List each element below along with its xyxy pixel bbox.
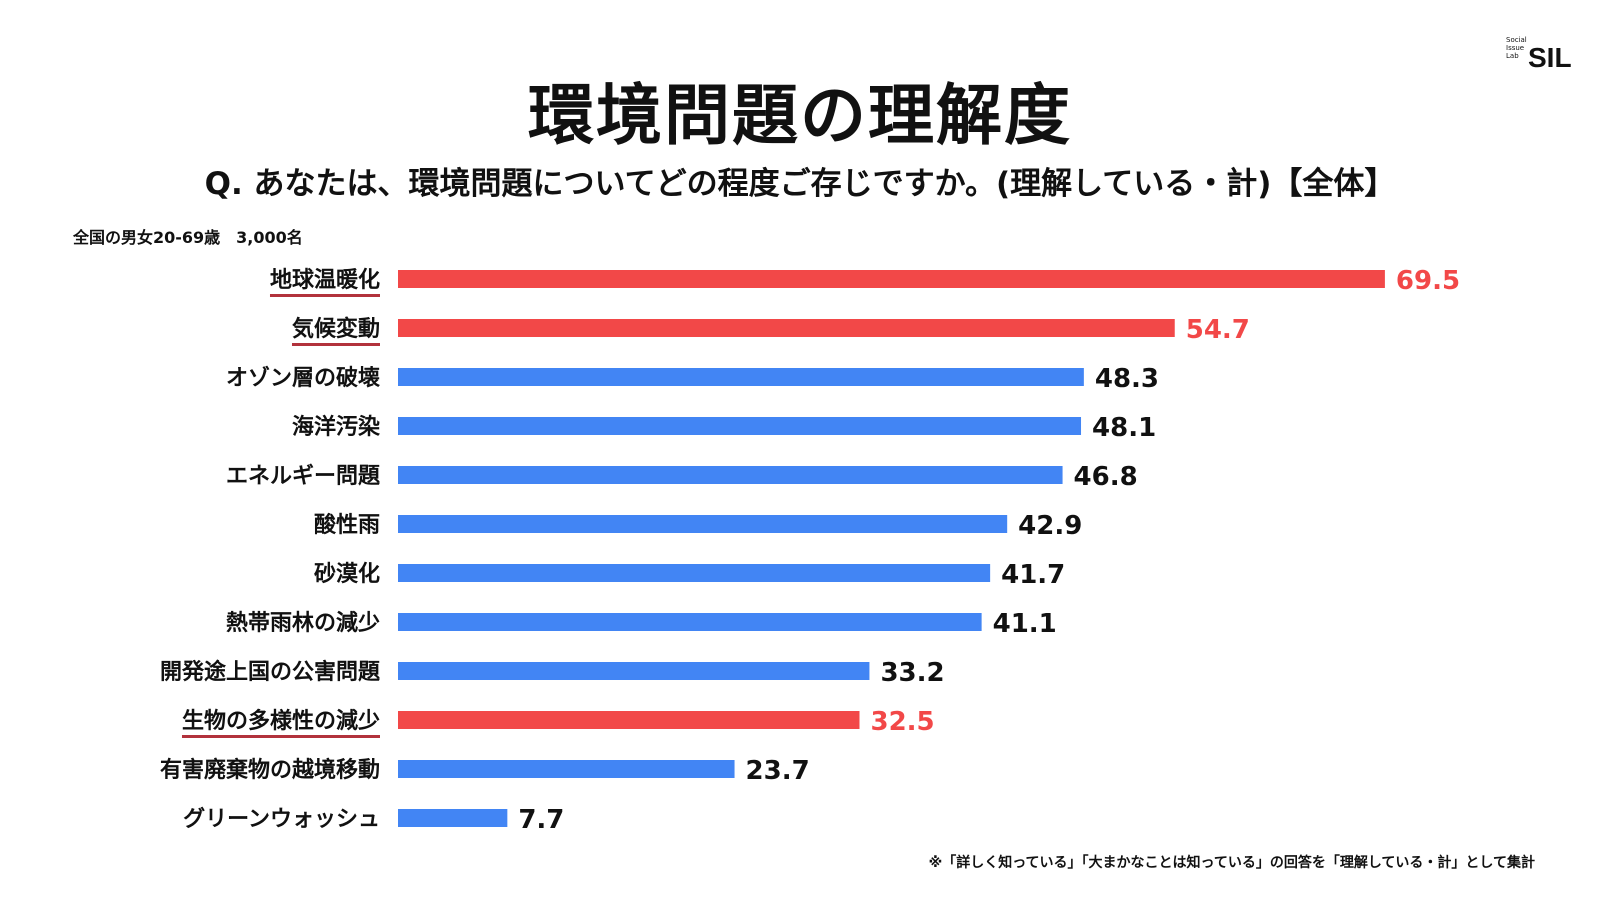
bar xyxy=(398,270,1385,288)
category-label: 開発途上国の公害問題 xyxy=(160,659,381,685)
highlight-underline xyxy=(181,735,380,738)
value-label: 32.5 xyxy=(871,707,935,737)
logo-line: Social xyxy=(1506,36,1527,44)
bar xyxy=(398,466,1063,484)
sample-note: 全国の男女20-69歳 3,000名 xyxy=(73,228,303,247)
bar xyxy=(398,564,991,582)
category-label: 海洋汚染 xyxy=(292,414,380,440)
bar xyxy=(398,711,860,729)
category-label: 地球温暖化 xyxy=(270,267,380,293)
category-label: 生物の多様性の減少 xyxy=(182,708,380,734)
category-label: 有害廃棄物の越境移動 xyxy=(160,757,380,783)
value-label: 69.5 xyxy=(1396,266,1460,296)
value-label: 41.1 xyxy=(993,609,1057,639)
category-label: 気候変動 xyxy=(292,316,380,342)
bar xyxy=(398,515,1008,533)
bar xyxy=(398,613,982,631)
highlight-underline xyxy=(291,343,380,346)
value-label: 46.8 xyxy=(1074,462,1138,492)
footnote: ※「詳しく知っている」「大まかなことは知っている」の回答を「理解している・計」と… xyxy=(928,855,1535,871)
category-label: グリーンウォッシュ xyxy=(183,806,380,832)
logo-line: Issue xyxy=(1506,44,1525,52)
value-label: 7.7 xyxy=(518,805,564,835)
bar xyxy=(398,319,1175,337)
sil-logo: Social Issue Lab SIL xyxy=(1506,36,1586,76)
category-label: 熱帯雨林の減少 xyxy=(226,610,380,636)
category-label: 砂漠化 xyxy=(314,561,380,587)
logo-line: Lab xyxy=(1506,52,1519,60)
bar xyxy=(398,760,735,778)
logo-small-text: Social Issue Lab xyxy=(1506,36,1532,60)
value-label: 23.7 xyxy=(746,756,810,786)
bar xyxy=(398,368,1084,386)
logo-wordmark: SIL xyxy=(1528,42,1572,73)
category-label: エネルギー問題 xyxy=(226,464,381,489)
question-text: Q. あなたは、環境問題についてどの程度ご存じですか。(理解している・計)【全体… xyxy=(204,166,1396,202)
bar xyxy=(398,809,508,827)
page-title: 環境問題の理解度 xyxy=(528,77,1072,154)
bar xyxy=(398,417,1082,435)
category-label: 酸性雨 xyxy=(314,513,380,538)
value-label: 48.1 xyxy=(1092,413,1156,443)
value-label: 41.7 xyxy=(1001,560,1065,590)
category-label: オゾン層の破壊 xyxy=(226,365,381,391)
value-label: 42.9 xyxy=(1018,511,1082,541)
value-label: 54.7 xyxy=(1186,315,1250,345)
value-label: 48.3 xyxy=(1095,364,1159,394)
highlight-underline xyxy=(269,294,380,297)
bar xyxy=(398,662,870,680)
value-label: 33.2 xyxy=(880,658,944,688)
